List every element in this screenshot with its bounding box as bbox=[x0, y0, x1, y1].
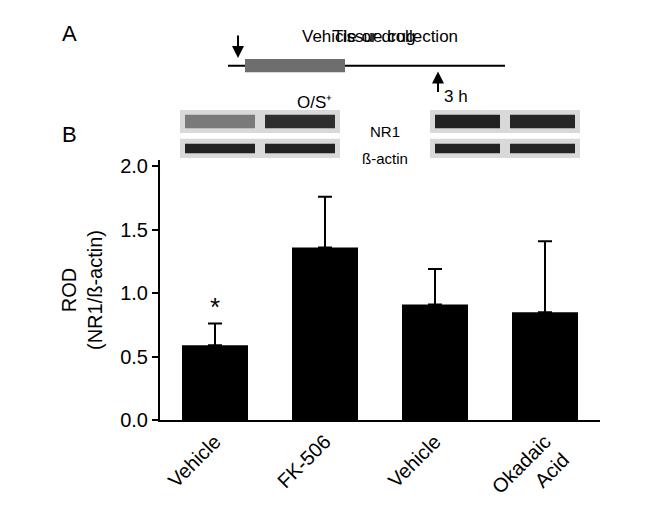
svg-text:FK-506: FK-506 bbox=[273, 430, 335, 492]
svg-text:0.0: 0.0 bbox=[120, 409, 148, 431]
svg-text:3 h: 3 h bbox=[444, 87, 468, 106]
svg-text:ROD(NR1/ß-actin): ROD(NR1/ß-actin) bbox=[58, 230, 106, 350]
svg-text:Vehicle: Vehicle bbox=[164, 430, 225, 491]
svg-text:B: B bbox=[62, 122, 77, 147]
svg-text:ß-actin: ß-actin bbox=[362, 150, 408, 167]
svg-text:0.5: 0.5 bbox=[120, 346, 148, 368]
svg-text:2.0: 2.0 bbox=[120, 155, 148, 177]
svg-text:*: * bbox=[210, 292, 220, 322]
svg-text:Vehicle: Vehicle bbox=[384, 430, 445, 491]
svg-text:O/S⁺: O/S⁺ bbox=[297, 93, 332, 112]
svg-text:Vehicle or drug: Vehicle or drug bbox=[302, 27, 415, 46]
svg-text:A: A bbox=[62, 21, 77, 46]
svg-text:NR1: NR1 bbox=[370, 123, 400, 140]
svg-text:OkadaicAcid: OkadaicAcid bbox=[487, 430, 573, 516]
svg-text:1.5: 1.5 bbox=[120, 219, 148, 241]
svg-text:Tissue collection: Tissue collection bbox=[333, 27, 458, 46]
svg-text:1.0: 1.0 bbox=[120, 282, 148, 304]
